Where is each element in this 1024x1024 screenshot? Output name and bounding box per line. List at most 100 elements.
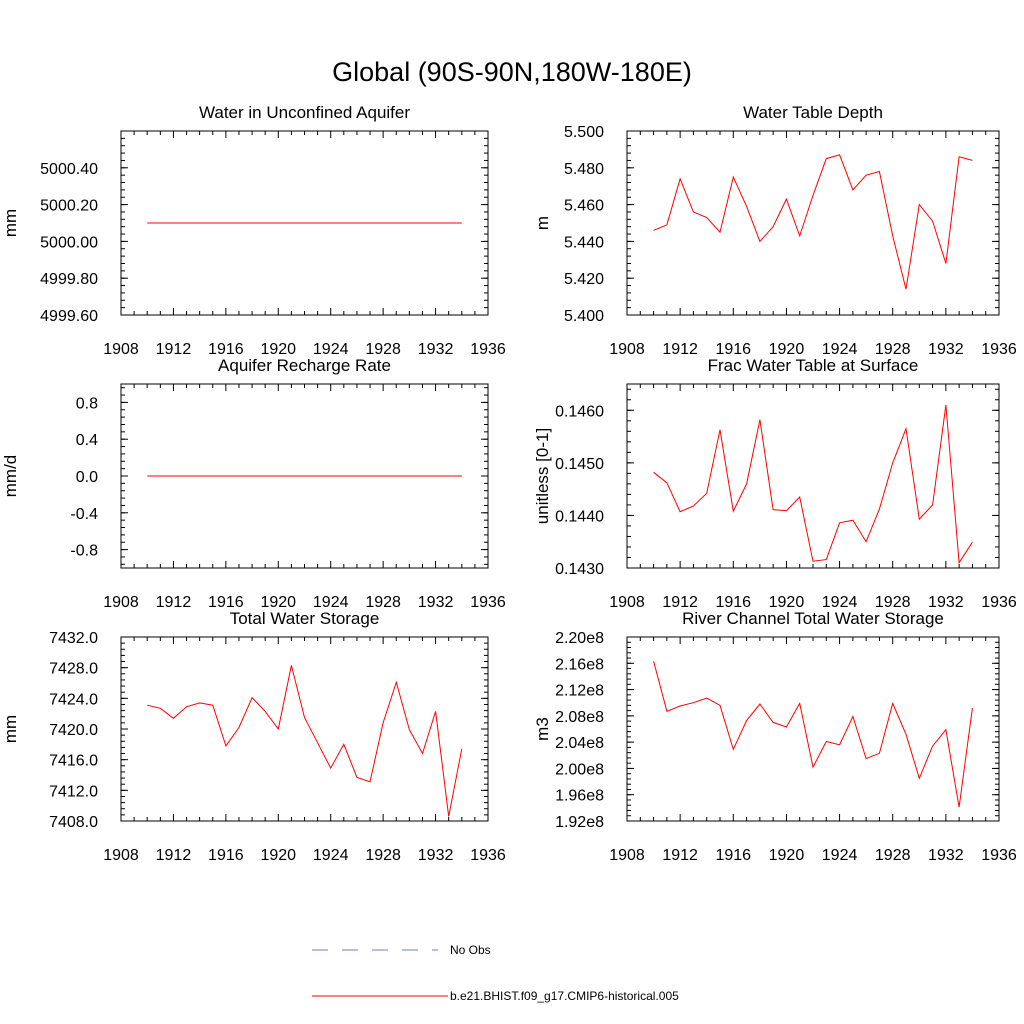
series-line [653, 661, 973, 808]
x-tick-label: 1928 [875, 847, 911, 864]
x-tick-label: 1924 [822, 341, 858, 358]
y-tick-label: 4999.80 [40, 271, 98, 288]
y-tick-label: 0.8 [76, 395, 98, 412]
x-tick-label: 1916 [208, 847, 244, 864]
y-axis-label: mm [1, 209, 20, 237]
x-tick-label: 1920 [260, 594, 296, 611]
x-tick-label: 1928 [875, 594, 911, 611]
x-tick-label: 1920 [769, 594, 805, 611]
x-tick-label: 1936 [470, 341, 506, 358]
x-tick-label: 1908 [609, 847, 645, 864]
y-tick-label: -0.4 [70, 506, 98, 523]
x-tick-label: 1912 [156, 594, 192, 611]
y-tick-label: 0.1430 [555, 561, 604, 578]
x-tick-label: 1928 [365, 847, 401, 864]
y-tick-label: 1.96e8 [555, 788, 604, 805]
x-tick-label: 1916 [208, 341, 244, 358]
x-tick-label: 1932 [418, 847, 454, 864]
chart-title: Frac Water Table at Surface [708, 356, 919, 375]
chart-title: River Channel Total Water Storage [682, 609, 944, 628]
y-axis-label: mm/d [1, 455, 20, 498]
y-tick-label: 7416.0 [49, 753, 98, 770]
x-tick-label: 1908 [103, 594, 139, 611]
y-tick-label: 5000.20 [40, 198, 98, 215]
y-tick-label: 2.16e8 [555, 656, 604, 673]
x-tick-label: 1932 [928, 341, 964, 358]
y-tick-label: 5000.00 [40, 234, 98, 251]
y-axis-label: mm [1, 715, 20, 743]
y-tick-label: 0.1440 [555, 508, 604, 525]
chart-total-water-storage: 1908 1912 1916 1920 1924 1928 1932 1936 7408.0 74… [1, 609, 506, 864]
chart-unconfined-aquifer: 1908 1912 1916 1920 1924 1928 1932 1936 4999.60 4… [1, 103, 506, 358]
y-tick-label: 1.92e8 [555, 814, 604, 831]
y-tick-label: 7432.0 [49, 630, 98, 647]
plot-frame [626, 383, 1000, 569]
x-tick-label: 1912 [156, 341, 192, 358]
x-tick-label: 1916 [715, 341, 751, 358]
x-tick-label: 1924 [313, 847, 349, 864]
y-tick-label: 5.420 [564, 271, 604, 288]
plot-frame [120, 636, 489, 822]
chart-title: Water Table Depth [743, 103, 883, 122]
x-tick-label: 1932 [418, 341, 454, 358]
x-tick-label: 1920 [260, 341, 296, 358]
x-tick-label: 1908 [609, 594, 645, 611]
legend-obs: No Obs [312, 940, 1012, 960]
x-tick-label: 1916 [208, 594, 244, 611]
x-tick-label: 1912 [662, 847, 698, 864]
y-tick-label: 5.480 [564, 161, 604, 178]
series-line [653, 154, 973, 290]
series-line [653, 404, 973, 565]
series-line [147, 665, 463, 817]
y-tick-label: 0.4 [76, 432, 98, 449]
y-tick-label: 2.00e8 [555, 761, 604, 778]
x-tick-label: 1936 [470, 847, 506, 864]
x-tick-label: 1932 [418, 594, 454, 611]
y-tick-label: 7412.0 [49, 783, 98, 800]
legend-model: b.e21.BHIST.f09_g17.CMIP6-historical.005 [312, 986, 1012, 1006]
x-tick-label: 1924 [822, 594, 858, 611]
x-tick-label: 1932 [928, 847, 964, 864]
y-tick-label: 4999.60 [40, 308, 98, 325]
y-tick-label: 5.500 [564, 124, 604, 141]
y-tick-label: 0.0 [76, 469, 98, 486]
x-tick-label: 1928 [875, 341, 911, 358]
x-tick-label: 1936 [981, 594, 1017, 611]
y-axis-label: unitless [0-1] [533, 428, 552, 524]
plot-frame [626, 636, 1000, 822]
x-tick-label: 1928 [365, 341, 401, 358]
legend-obs-swatch [312, 949, 438, 951]
x-tick-label: 1920 [769, 847, 805, 864]
x-tick-label: 1912 [156, 847, 192, 864]
legend-model-label: b.e21.BHIST.f09_g17.CMIP6-historical.005 [450, 989, 679, 1003]
y-tick-label: 7420.0 [49, 722, 98, 739]
plot-frame [626, 130, 1000, 316]
y-tick-label: 7408.0 [49, 814, 98, 831]
x-tick-label: 1936 [981, 847, 1017, 864]
y-tick-label: 2.20e8 [555, 630, 604, 647]
x-tick-label: 1924 [822, 847, 858, 864]
y-tick-label: 5.400 [564, 308, 604, 325]
x-tick-label: 1916 [715, 594, 751, 611]
y-tick-label: 2.04e8 [555, 735, 604, 752]
x-tick-label: 1916 [715, 847, 751, 864]
x-tick-label: 1912 [662, 594, 698, 611]
y-axis-label: m [533, 216, 552, 230]
y-tick-label: 7424.0 [49, 691, 98, 708]
y-tick-label: 5000.40 [40, 161, 98, 178]
y-tick-label: 5.440 [564, 234, 604, 251]
x-tick-label: 1908 [103, 847, 139, 864]
legend-obs-label: No Obs [450, 943, 491, 957]
chart-water-table-depth: 1908 1912 1916 1920 1924 1928 1932 1936 5.400 5.4… [533, 103, 1017, 358]
page-title: Global (90S-90N,180W-180E) [332, 57, 692, 87]
y-tick-label: 2.08e8 [555, 709, 604, 726]
x-tick-label: 1932 [928, 594, 964, 611]
legend-model-swatch [312, 995, 448, 997]
chart-frac-water-table: 1908 1912 1916 1920 1924 1928 1932 1936 0.1430 0.… [533, 356, 1017, 611]
x-tick-label: 1924 [313, 341, 349, 358]
x-tick-label: 1936 [470, 594, 506, 611]
x-tick-label: 1912 [662, 341, 698, 358]
chart-title: Total Water Storage [230, 609, 380, 628]
x-tick-label: 1924 [313, 594, 349, 611]
